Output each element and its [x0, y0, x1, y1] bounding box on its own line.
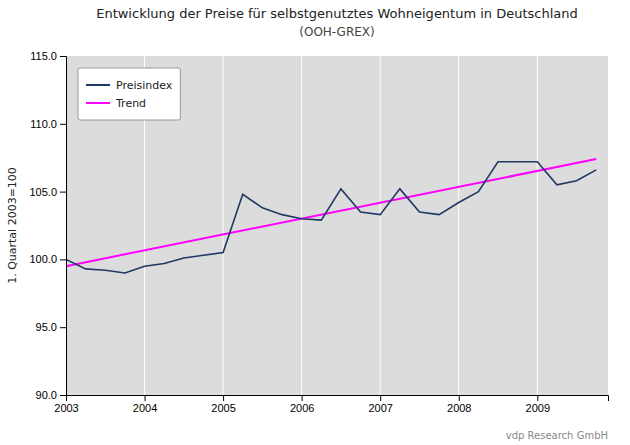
x-tick: 2008 — [447, 395, 471, 414]
x-axis-line — [67, 396, 609, 402]
grid-line-x — [301, 56, 302, 395]
x-tick-label: 2004 — [133, 402, 157, 414]
y-tick-mark — [60, 192, 66, 193]
x-tick-mark — [459, 395, 460, 401]
y-tick-mark — [60, 259, 66, 260]
y-tick-label: 100.0 — [29, 253, 57, 265]
x-tick-mark — [380, 395, 381, 401]
y-tick-mark — [60, 327, 66, 328]
grid-line-x — [537, 56, 538, 395]
subtitle: (OOH-GREX) — [299, 25, 375, 39]
series-line — [66, 162, 596, 273]
y-tick: 115.0 — [30, 50, 66, 62]
legend-swatch — [86, 84, 110, 86]
grid-line-x — [458, 56, 459, 395]
x-tick: 2009 — [526, 395, 550, 414]
y-tick-mark — [60, 395, 66, 396]
x-axis: 2003 2004 2005 2006 2007 2008 2009 — [54, 395, 608, 414]
legend-swatch — [86, 102, 110, 104]
x-tick: 2005 — [211, 395, 235, 414]
legend: Preisindex Trend — [78, 68, 180, 120]
y-tick-mark — [60, 124, 66, 125]
x-tick-mark — [302, 395, 303, 401]
chart-container: Entwicklung der Preise für selbstgenutzt… — [0, 0, 630, 445]
x-tick-label: 2006 — [290, 402, 314, 414]
series-line — [66, 159, 596, 266]
grid — [66, 56, 537, 395]
y-tick-label: 95.0 — [36, 321, 57, 333]
y-axis-line — [60, 57, 67, 396]
y-tick: 100.0 — [29, 253, 66, 265]
y-tick-label: 115.0 — [30, 50, 57, 62]
grid-line-x — [380, 56, 381, 395]
x-tick: 2003 — [54, 395, 78, 414]
y-tick: 90.0 — [36, 389, 66, 401]
y-tick-label: 90.0 — [36, 389, 57, 401]
y-tick-mark — [60, 56, 66, 57]
title: Entwicklung der Preise für selbstgenutzt… — [96, 6, 578, 21]
legend-box — [78, 68, 180, 120]
x-tick-mark — [537, 395, 538, 401]
x-tick: 2004 — [133, 395, 157, 414]
x-tick-mark — [223, 395, 224, 401]
chart-svg: Entwicklung der Preise für selbstgenutzt… — [0, 0, 630, 445]
x-tick-label: 2008 — [447, 402, 471, 414]
grid-line-x — [223, 56, 224, 395]
y-tick: 110.0 — [30, 118, 66, 130]
y-axis: 90.0 95.0 100.0 105.0 110.0 115.0 — [29, 50, 66, 401]
y-axis-label: 1. Quartal 2003=100 — [6, 167, 19, 284]
x-tick: 2006 — [290, 395, 314, 414]
marks — [66, 159, 596, 273]
plot-background — [66, 56, 608, 395]
annotation: vdp Research GmbH — [506, 430, 608, 441]
x-tick-label: 2003 — [54, 402, 78, 414]
y-tick-label: 105.0 — [29, 186, 57, 198]
x-tick-label: 2005 — [211, 402, 235, 414]
y-tick-label: 110.0 — [30, 118, 57, 130]
y-tick: 95.0 — [36, 321, 66, 333]
x-tick-label: 2009 — [526, 402, 550, 414]
x-tick-label: 2007 — [368, 402, 392, 414]
legend-label: Trend — [115, 97, 146, 110]
x-tick-mark — [145, 395, 146, 401]
y-tick: 105.0 — [29, 186, 66, 198]
legend-label: Preisindex — [116, 79, 173, 92]
x-tick: 2007 — [368, 395, 392, 414]
